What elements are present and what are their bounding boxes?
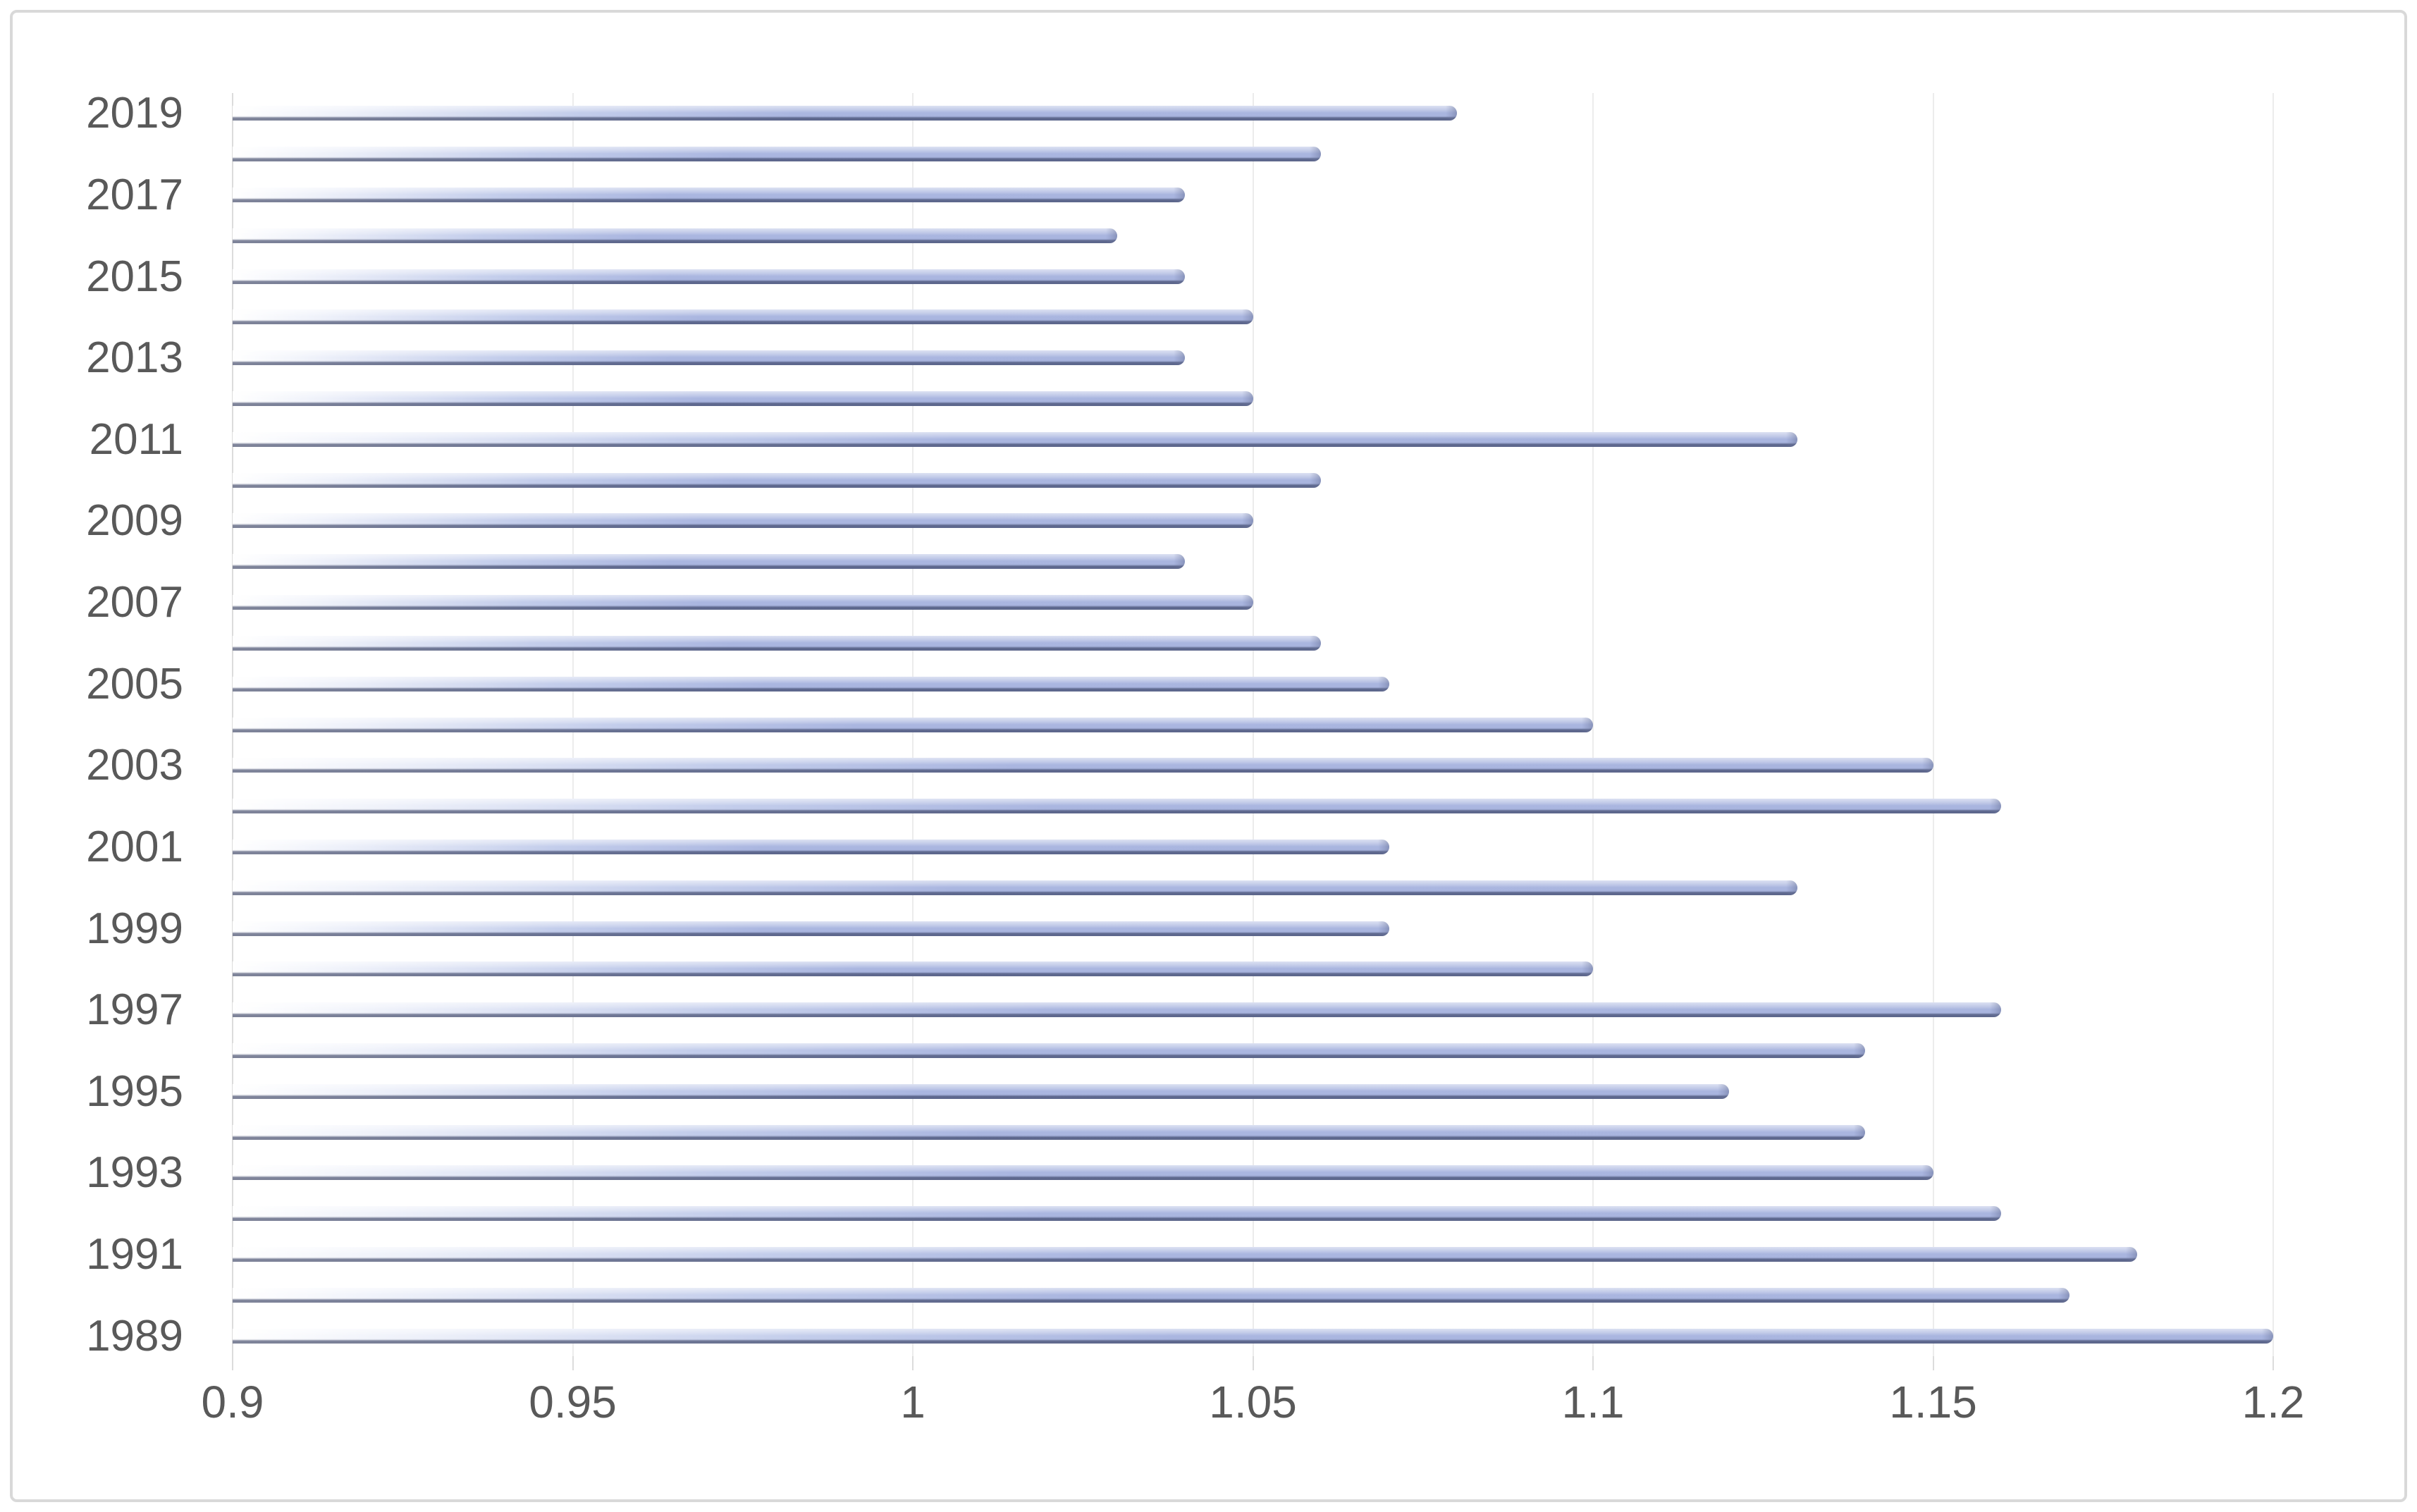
y-axis-label-2015: 2015 [86,252,183,301]
bar-2014 [233,309,1253,325]
y-axis-label-2001: 2001 [86,822,183,871]
y-axis-label-1997: 1997 [86,985,183,1035]
bar-1990 [233,1287,2069,1303]
bar-2001 [233,839,1389,854]
bar-1997 [233,1002,2001,1018]
y-axis-label-2005: 2005 [86,659,183,708]
bar-1992 [233,1206,2001,1222]
y-axis-label-1995: 1995 [86,1067,183,1116]
y-axis-label-2013: 2013 [86,333,183,383]
bar-2017 [233,188,1185,203]
bar-1999 [233,921,1389,936]
y-axis-label-1989: 1989 [86,1311,183,1360]
y-axis-label-1993: 1993 [86,1148,183,1198]
y-axis-label-2003: 2003 [86,741,183,790]
bar-2018 [233,147,1321,162]
y-axis-label-2019: 2019 [86,89,183,138]
x-axis-label-1.2: 1.2 [2241,1377,2305,1427]
x-axis-tick-0.95 [572,1356,574,1370]
bar-2012 [233,391,1253,407]
x-axis-label-1.15: 1.15 [1889,1377,1977,1427]
bar-1995 [233,1083,1729,1099]
gridline-1.2 [2273,93,2274,1356]
y-axis-label-2007: 2007 [86,578,183,627]
bar-1991 [233,1246,2137,1262]
bar-1994 [233,1124,1865,1140]
y-axis-label-2011: 2011 [89,414,183,464]
bar-2004 [233,717,1593,732]
bar-2007 [233,595,1253,610]
y-axis-label-1999: 1999 [86,904,183,953]
x-axis-label-1: 1 [900,1377,925,1427]
bar-2011 [233,431,1797,447]
x-axis-label-1.05: 1.05 [1209,1377,1297,1427]
bar-2003 [233,758,1933,773]
bar-2002 [233,799,2001,814]
bar-2000 [233,880,1797,895]
bar-2016 [233,228,1117,243]
bar-1996 [233,1043,1865,1058]
bar-2015 [233,269,1185,284]
bar-2005 [233,676,1389,692]
gridline-1.1 [1592,93,1594,1356]
bar-2006 [233,635,1321,651]
x-axis-tick-1.05 [1252,1356,1254,1370]
x-axis-label-0.95: 0.95 [529,1377,617,1427]
y-axis-label-2017: 2017 [86,171,183,220]
x-axis-tick-1.15 [1932,1356,1934,1370]
y-axis-label-2009: 2009 [86,496,183,546]
x-axis-label-1.1: 1.1 [1561,1377,1625,1427]
x-axis-label-0.9: 0.9 [201,1377,264,1427]
bar-1989 [233,1328,2273,1344]
y-axis-label-1991: 1991 [86,1229,183,1279]
bar-2009 [233,513,1253,529]
x-axis-tick-0.9 [232,1356,233,1370]
bar-1993 [233,1165,1933,1181]
bar-2010 [233,472,1321,488]
x-axis-tick-1 [912,1356,914,1370]
x-axis-tick-1.2 [2273,1356,2274,1370]
bar-2013 [233,350,1185,366]
bar-1998 [233,961,1593,977]
gridline-1.15 [1932,93,1934,1356]
bar-2008 [233,554,1185,570]
x-axis-tick-1.1 [1592,1356,1594,1370]
bar-2019 [233,106,1457,121]
